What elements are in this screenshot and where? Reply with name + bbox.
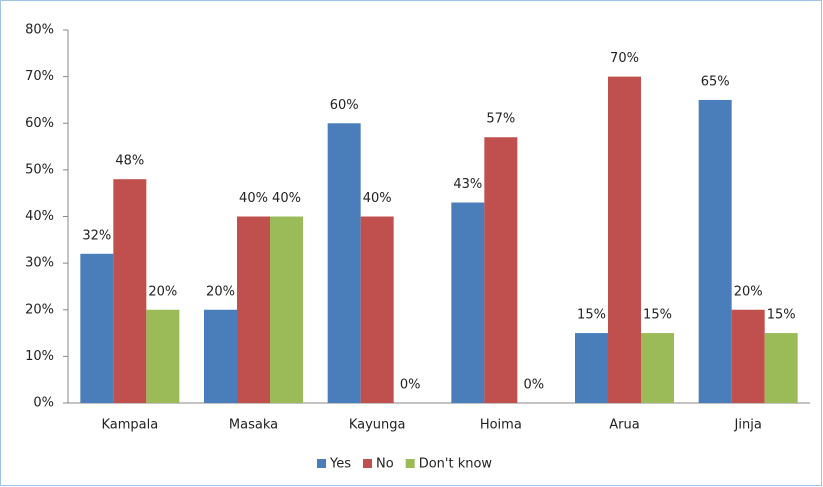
data-label: 20% — [206, 284, 235, 299]
bar — [327, 123, 361, 403]
data-label: 43% — [453, 177, 482, 192]
data-label: 48% — [115, 154, 144, 169]
data-label: 0% — [400, 378, 421, 393]
y-tick-label: 10% — [25, 349, 54, 364]
data-label: 40% — [239, 191, 268, 206]
bar — [146, 309, 180, 403]
bar — [204, 309, 237, 403]
bar — [451, 202, 485, 403]
data-label: 32% — [82, 228, 111, 243]
data-label: 40% — [363, 191, 392, 206]
y-tick-label: 50% — [25, 162, 54, 177]
y-tick-label: 0% — [33, 396, 54, 411]
x-tick-label: Kampala — [101, 418, 158, 433]
x-tick-label: Arua — [609, 418, 639, 433]
bar — [641, 333, 674, 403]
bar — [80, 253, 114, 403]
data-label: 40% — [272, 191, 301, 206]
bar — [731, 309, 765, 403]
bar — [575, 333, 608, 403]
data-label: 20% — [734, 284, 763, 299]
bar — [764, 333, 798, 403]
bar — [698, 99, 732, 403]
y-tick-label: 80% — [25, 23, 54, 38]
x-tick-label: Kayunga — [349, 418, 406, 433]
data-label: 60% — [330, 98, 359, 113]
x-tick-label: Jinja — [734, 418, 762, 433]
y-tick-label: 30% — [25, 256, 54, 271]
bar — [360, 216, 394, 403]
bar — [484, 137, 518, 404]
bar — [270, 216, 303, 403]
bar — [237, 216, 270, 403]
bar — [608, 76, 641, 403]
data-label: 15% — [577, 308, 606, 323]
y-tick-label: 70% — [25, 69, 54, 84]
y-tick-label: 40% — [25, 209, 54, 224]
data-label: 15% — [643, 308, 672, 323]
legend-label: Don't know — [419, 457, 493, 472]
data-label: 15% — [767, 308, 796, 323]
x-tick-label: Hoima — [480, 418, 522, 433]
legend-label: Yes — [329, 457, 351, 472]
legend-swatch — [317, 459, 326, 468]
data-label: 70% — [610, 51, 639, 66]
y-tick-label: 20% — [25, 302, 54, 317]
legend-swatch — [405, 459, 415, 468]
y-tick-label: 60% — [25, 116, 54, 131]
data-label: 65% — [701, 74, 730, 89]
x-tick-label: Masaka — [229, 418, 278, 433]
data-label: 20% — [148, 284, 177, 299]
legend-swatch — [363, 459, 372, 468]
legend-label: No — [376, 457, 394, 472]
bar — [113, 179, 147, 403]
data-label: 57% — [486, 112, 515, 127]
data-label: 0% — [524, 378, 545, 393]
